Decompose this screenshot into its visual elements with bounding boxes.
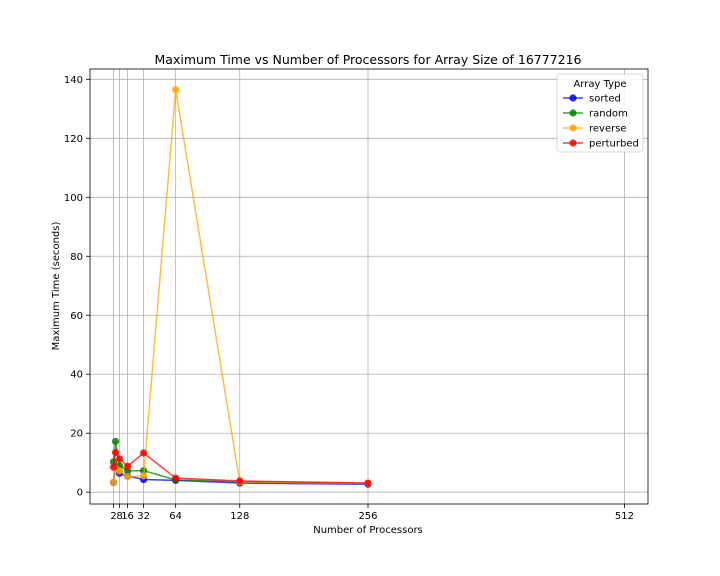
x-tick-label: 128 (230, 511, 249, 522)
data-point-reverse (115, 467, 124, 475)
legend-entry-random: random (563, 109, 628, 120)
series-line-random (112, 441, 369, 485)
legend-marker (569, 109, 577, 117)
legend-entry-perturbed: perturbed (563, 139, 639, 150)
data-point-perturbed (364, 479, 372, 487)
y-tick-label: 140 (64, 75, 83, 86)
y-tick-label: 20 (70, 429, 83, 440)
data-point-perturbed (236, 477, 244, 485)
legend-title: Array Type (573, 79, 626, 90)
x-tick-label: 16 (121, 511, 134, 522)
data-point-reverse (139, 472, 148, 480)
data-point-perturbed (115, 455, 124, 463)
legend-entry-reverse: reverse (563, 124, 627, 135)
chart-title: Maximum Time vs Number of Processors for… (155, 52, 582, 67)
y-tick-label: 0 (77, 488, 83, 499)
legend-label: random (589, 109, 628, 120)
x-axis-label: Number of Processors (313, 525, 423, 536)
data-point-perturbed (139, 449, 148, 457)
legend: Array Type sorted random reverse perturbed (556, 73, 644, 153)
x-tick-label: 256 (358, 511, 377, 522)
axes: 2 816 32 64 128 256 512 0 20 40 60 80 100 120 140 (64, 68, 649, 522)
legend-label: reverse (589, 124, 627, 135)
x-tick-label: 32 (137, 511, 150, 522)
y-tick-label: 80 (70, 252, 83, 263)
legend-marker (569, 139, 577, 147)
legend-box (556, 73, 644, 153)
series-perturbed (109, 448, 372, 487)
data-point-perturbed (111, 448, 120, 456)
legend-label: perturbed (589, 139, 639, 150)
data-point-perturbed (172, 474, 180, 482)
x-tick-label: 2 (110, 511, 116, 522)
y-axis-label: Maximum Time (seconds) (51, 222, 62, 351)
data-point-random (111, 437, 120, 446)
x-tick-label: 64 (169, 511, 182, 522)
data-point-reverse (123, 472, 132, 481)
x-tick-label: 8 (116, 511, 122, 522)
y-tick-label: 100 (64, 193, 83, 204)
y-tick-label: 120 (64, 134, 83, 145)
data-point-reverse (109, 478, 118, 487)
legend-label: sorted (589, 94, 621, 105)
series-lines (109, 86, 372, 488)
y-tick-label: 40 (70, 370, 83, 381)
data-point-reverse (172, 86, 180, 94)
legend-marker (569, 94, 577, 102)
data-point-perturbed (109, 463, 118, 471)
y-tick-label: 60 (70, 311, 83, 322)
legend-entry-sorted: sorted (563, 94, 621, 105)
plot-frame (89, 68, 649, 505)
legend-marker (569, 124, 577, 132)
x-tick-label: 512 (615, 511, 634, 522)
data-point-perturbed (123, 462, 132, 470)
